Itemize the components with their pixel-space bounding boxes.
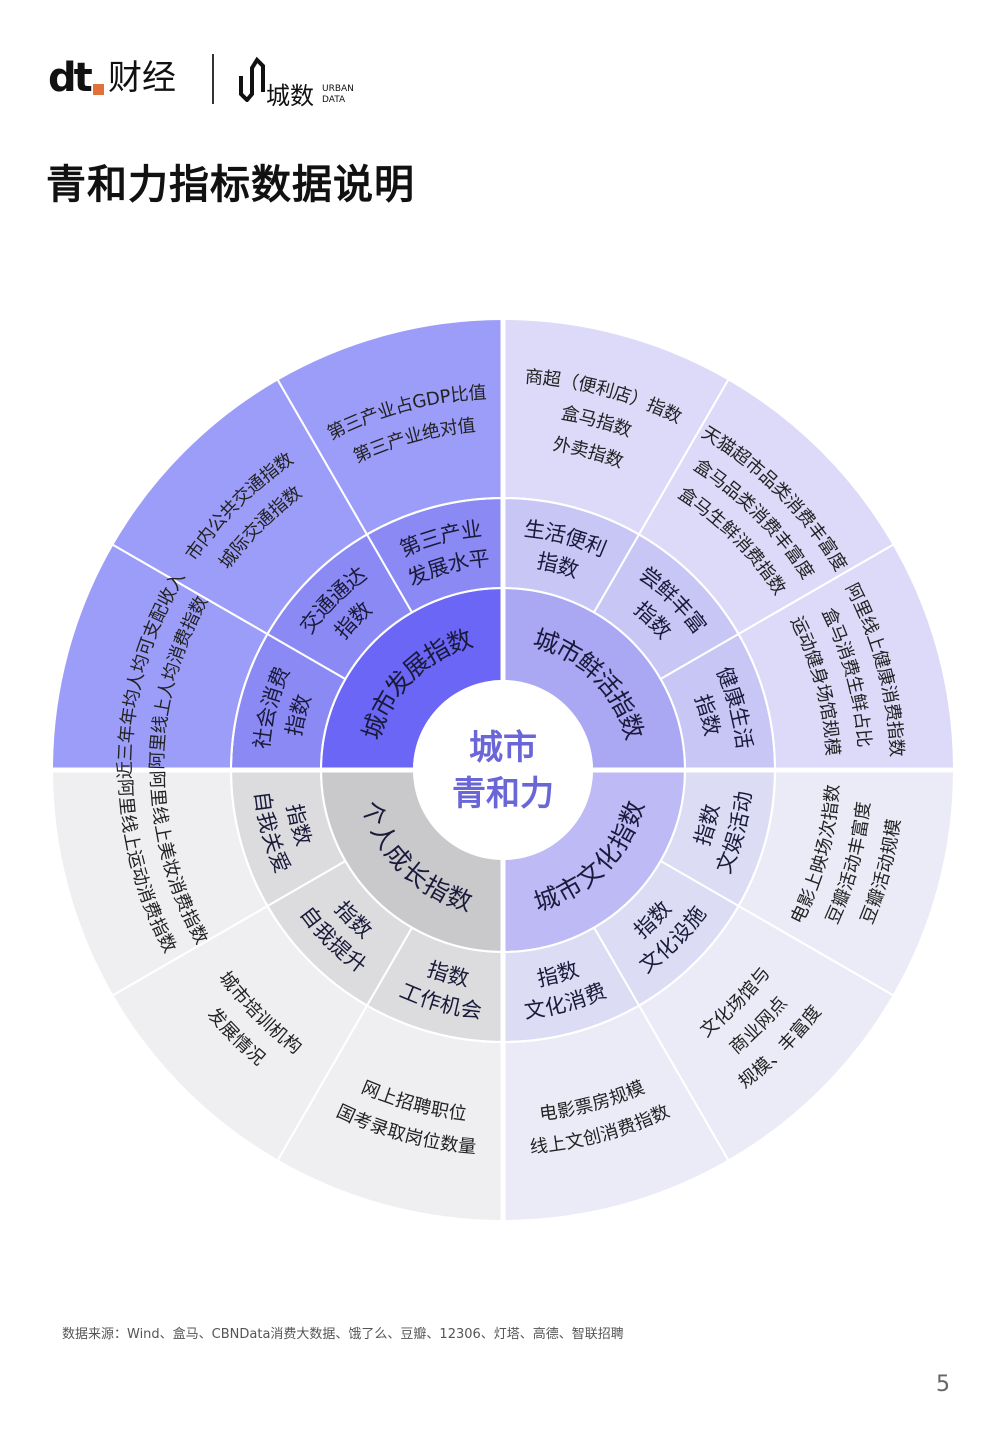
dt-logo-dot: [93, 84, 104, 95]
category-segment-city_freshness[interactable]: [503, 588, 685, 770]
category-segment-city_development[interactable]: [321, 588, 503, 770]
chengshu-logo-text: 城数: [266, 82, 314, 110]
category-segment-personal_growth[interactable]: [321, 770, 503, 952]
caijing-logo-text: 财经: [108, 58, 176, 98]
dt-logo: dt: [48, 55, 93, 101]
category-segment-city_culture[interactable]: [503, 770, 685, 952]
center-label: 青和力: [452, 774, 554, 814]
page-title: 青和力指标数据说明: [46, 162, 415, 208]
urban-data-logo-text: URBAN DATA: [322, 84, 354, 106]
logo-urban: URBAN: [322, 84, 354, 94]
center-label: 城市: [469, 728, 537, 768]
logo-divider: [212, 54, 214, 104]
data-source: 数据来源：Wind、盒马、CBNData消费大数据、饿了么、豆瓣、12306、灯…: [62, 1327, 624, 1342]
center-circle: [413, 680, 593, 860]
page-number: 5: [936, 1372, 950, 1397]
logo-data: DATA: [322, 95, 346, 105]
urban-data-logo-icon: [239, 56, 265, 102]
